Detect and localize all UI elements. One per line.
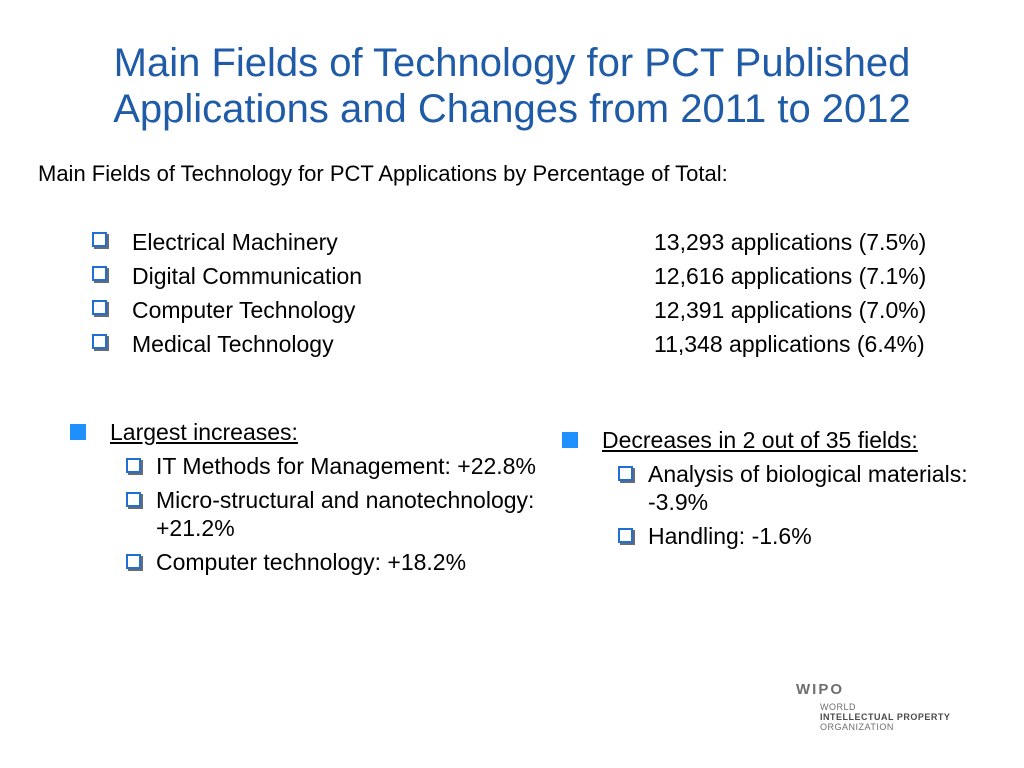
logo-line-1: WORLD (820, 702, 856, 712)
list-item: Micro-structural and nanotechnology: +21… (126, 486, 540, 542)
field-count: 11,348 applications (6.4%) (654, 331, 925, 357)
increases-heading: Largest increases: (110, 419, 298, 445)
technology-fields-list: Electrical Machinery 13,293 applications… (92, 228, 992, 364)
field-row: Digital Communication 12,616 application… (92, 262, 992, 296)
checkbox-bullet-icon (618, 466, 633, 481)
increases-list: IT Methods for Management: +22.8% Micro-… (126, 452, 540, 576)
field-row: Computer Technology 12,391 applications … (92, 296, 992, 330)
decrease-text: Handling: -1.6% (648, 523, 812, 549)
increases-heading-row: Largest increases: (70, 418, 540, 446)
list-item: IT Methods for Management: +22.8% (126, 452, 540, 480)
square-bullet-icon (70, 424, 86, 440)
field-count: 12,391 applications (7.0%) (654, 297, 927, 323)
field-name: Computer Technology (132, 297, 356, 323)
checkbox-bullet-icon (126, 492, 141, 507)
slide-subtitle: Main Fields of Technology for PCT Applic… (38, 161, 728, 186)
field-row: Electrical Machinery 13,293 applications… (92, 228, 992, 262)
decreases-heading: Decreases in 2 out of 35 fields: (602, 427, 918, 453)
increase-text: Micro-structural and nanotechnology: +21… (156, 487, 535, 541)
list-item: Analysis of biological materials: -3.9% (618, 460, 1002, 516)
checkbox-bullet-icon (92, 300, 107, 315)
increase-text: Computer technology: +18.2% (156, 549, 467, 575)
logo-line-3: ORGANIZATION (820, 722, 894, 732)
logo-line-2: INTELLECTUAL PROPERTY (820, 712, 951, 722)
checkbox-bullet-icon (618, 528, 633, 543)
checkbox-bullet-icon (126, 458, 141, 473)
list-item: Computer technology: +18.2% (126, 548, 540, 576)
field-name: Digital Communication (132, 263, 363, 289)
field-count: 12,616 applications (7.1%) (654, 263, 927, 289)
decreases-list: Analysis of biological materials: -3.9% … (618, 460, 1002, 550)
logo-acronym: WIPO (796, 681, 844, 698)
increases-section: Largest increases: IT Methods for Manage… (70, 418, 540, 582)
checkbox-bullet-icon (92, 334, 107, 349)
field-name: Medical Technology (132, 331, 334, 357)
increase-text: IT Methods for Management: +22.8% (156, 453, 536, 479)
decreases-section: Decreases in 2 out of 35 fields: Analysi… (562, 426, 1002, 556)
checkbox-bullet-icon (92, 266, 107, 281)
decreases-heading-row: Decreases in 2 out of 35 fields: (562, 426, 1002, 454)
decrease-text: Analysis of biological materials: -3.9% (648, 461, 968, 515)
slide-title-line-1: Main Fields of Technology for PCT Publis… (113, 41, 911, 85)
checkbox-bullet-icon (92, 232, 107, 247)
field-count: 13,293 applications (7.5%) (654, 229, 927, 255)
field-row: Medical Technology 11,348 applications (… (92, 330, 992, 364)
wipo-logo: WIPO WORLD INTELLECTUAL PROPERTY ORGANIZ… (796, 681, 996, 733)
slide-title-line-2: Applications and Changes from 2011 to 20… (113, 87, 911, 131)
list-item: Handling: -1.6% (618, 522, 1002, 550)
field-name: Electrical Machinery (132, 229, 338, 255)
slide-title: Main Fields of Technology for PCT Publis… (0, 40, 1024, 132)
checkbox-bullet-icon (126, 554, 141, 569)
square-bullet-icon (562, 432, 578, 448)
